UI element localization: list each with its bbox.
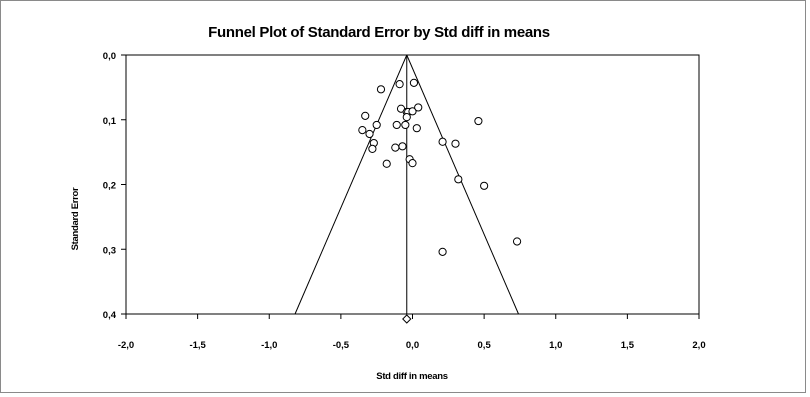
- chart-title: Funnel Plot of Standard Error by Std dif…: [208, 24, 550, 41]
- funnel-right-line: [406, 54, 519, 315]
- plot-border: [125, 54, 700, 315]
- x-tick-label: 1,5: [621, 340, 635, 351]
- data-point: [408, 107, 417, 116]
- data-point: [474, 116, 483, 126]
- data-point: [454, 175, 463, 184]
- data-point: [451, 139, 460, 148]
- x-tick-label: -0,5: [333, 340, 350, 351]
- y-tick-label: 0,4: [103, 310, 117, 321]
- data-point: [391, 143, 400, 152]
- data-point: [361, 111, 370, 120]
- data-point: [414, 103, 423, 112]
- y-axis-title: Standard Error: [70, 187, 81, 250]
- data-point: [402, 113, 411, 122]
- data-point: [512, 237, 522, 246]
- plot-area: -2,0 -1,5 -1,0 -0,5 0,0 0,5 1,0 1,5 2,0 0,0 0,1 0,2…: [103, 51, 706, 351]
- data-point: [438, 247, 447, 256]
- data-point: [401, 120, 410, 130]
- data-point: [438, 137, 447, 146]
- data-point: [358, 126, 367, 135]
- x-tick-label: 0,0: [406, 340, 419, 351]
- x-tick-label: -1,0: [261, 340, 277, 351]
- data-point: [480, 181, 489, 190]
- x-tick-label: -1,5: [189, 340, 206, 351]
- data-point: [382, 159, 391, 168]
- y-tick-label: 0,2: [103, 181, 116, 192]
- data-point: [412, 124, 421, 133]
- data-point: [376, 85, 386, 94]
- data-point: [372, 120, 381, 130]
- y-tick-label: 0,1: [103, 116, 117, 127]
- x-tick-label: 2,0: [692, 340, 705, 351]
- data-point: [365, 129, 374, 139]
- x-tick-label: -2,0: [118, 340, 134, 351]
- summary-diamond: [402, 314, 412, 324]
- funnel-left-line: [294, 54, 408, 315]
- data-point: [409, 78, 419, 87]
- x-tick-label: 0,5: [478, 340, 492, 351]
- x-tick-label: 1,0: [549, 340, 562, 351]
- x-axis-title: Std diff in means: [376, 371, 447, 382]
- data-point: [395, 80, 404, 89]
- y-tick-label: 0,0: [103, 51, 116, 62]
- data-point: [408, 159, 417, 168]
- data-point: [398, 142, 407, 151]
- data-point: [392, 120, 401, 130]
- y-tick-label: 0,3: [103, 245, 116, 256]
- data-point: [368, 144, 377, 153]
